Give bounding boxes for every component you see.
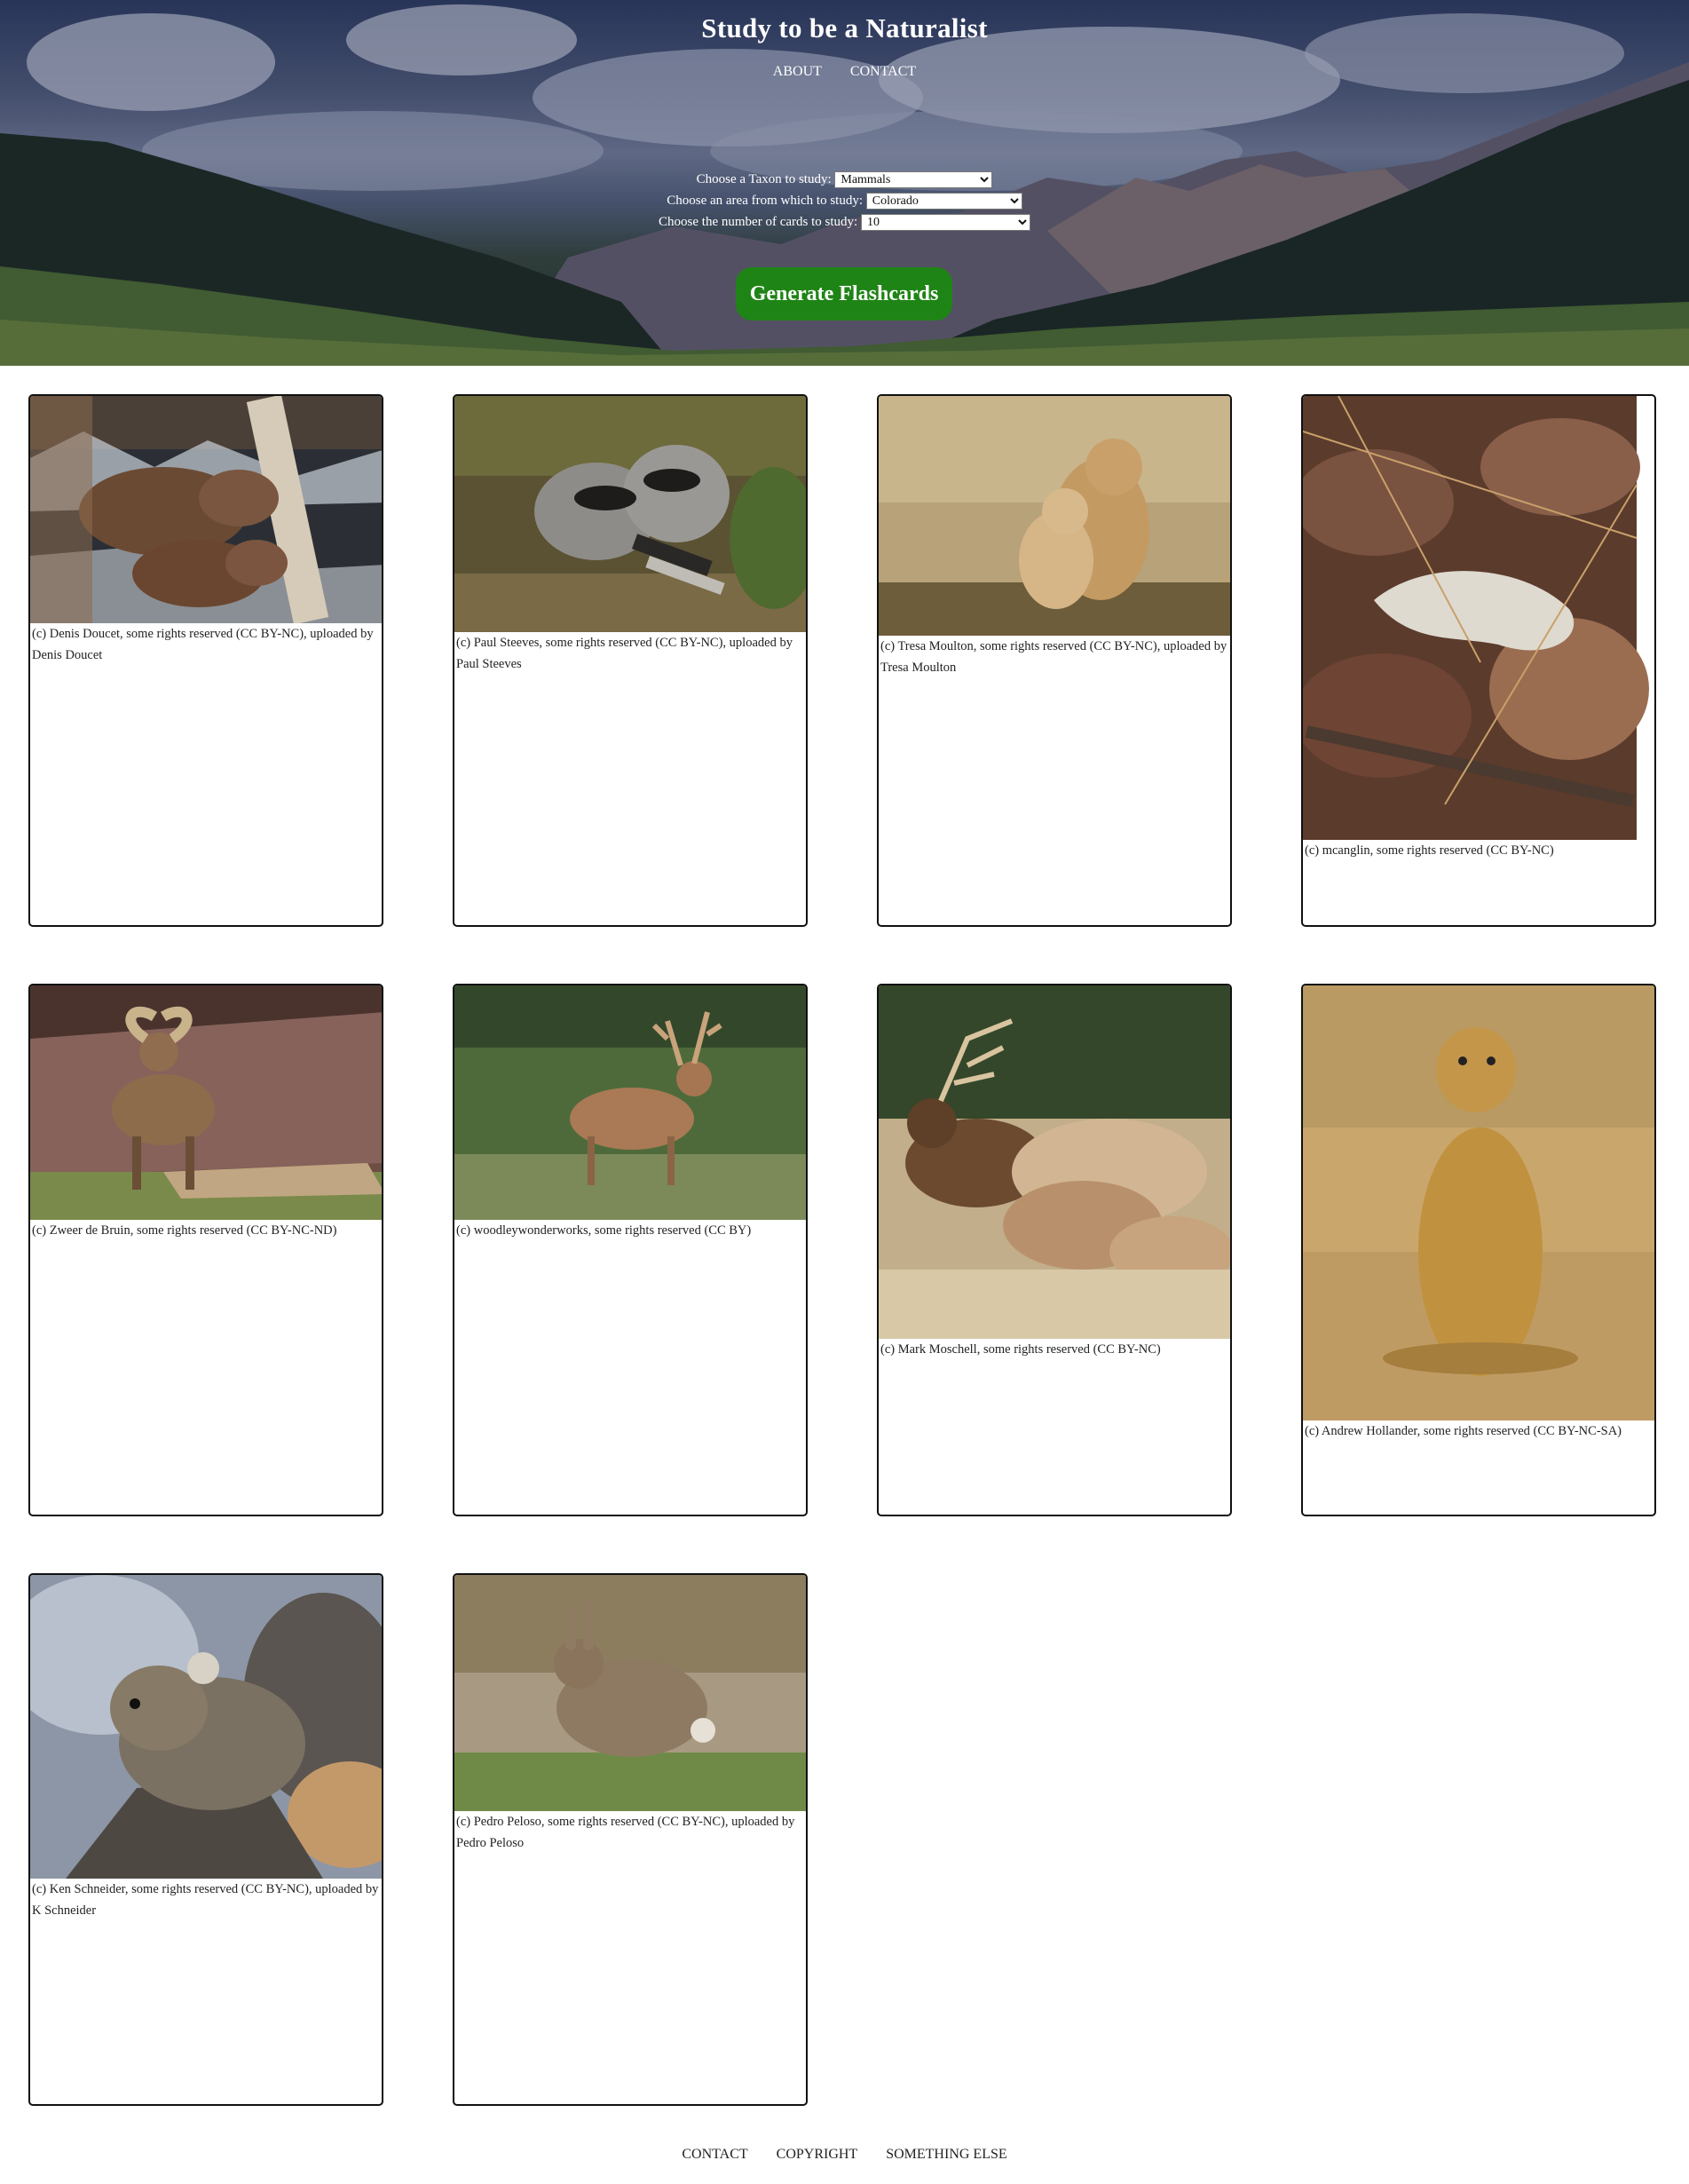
photo-credit: (c) mcanglin, some rights reserved (CC B… bbox=[1305, 843, 1554, 858]
photo-credit: (c) Mark Moschell, some rights reserved … bbox=[880, 1342, 1161, 1357]
nav-about-link[interactable]: ABOUT bbox=[772, 64, 822, 79]
generate-flashcards-button[interactable]: Generate Flashcards bbox=[736, 267, 952, 320]
flashcard[interactable]: (c) Mark Moschell, some rights reserved … bbox=[877, 984, 1232, 1516]
taxon-label: Choose a Taxon to study: bbox=[696, 172, 832, 186]
photo-credit: (c) Zweer de Bruin, some rights reserved… bbox=[32, 1223, 337, 1238]
hero-banner: Study to be a Naturalist ABOUT CONTACT C… bbox=[0, 0, 1689, 366]
flashcard-form: Choose a Taxon to study: Mammals Choose … bbox=[0, 169, 1689, 233]
ground-squirrel-photo bbox=[879, 396, 1230, 636]
bighorn-sheep-photo bbox=[30, 985, 382, 1220]
flashcard[interactable]: (c) Pedro Peloso, some rights reserved (… bbox=[453, 1573, 808, 2106]
photo-credit: (c) Ken Schneider, some rights reserved … bbox=[32, 1882, 379, 1918]
site-title: Study to be a Naturalist bbox=[701, 12, 988, 44]
photo-credit: (c) Andrew Hollander, some rights reserv… bbox=[1305, 1424, 1622, 1438]
raccoon-photo bbox=[454, 396, 806, 632]
photo-credit: (c) Pedro Peloso, some rights reserved (… bbox=[456, 1815, 795, 1850]
mule-deer-photo bbox=[454, 985, 806, 1220]
photo-credit: (c) Denis Doucet, some rights reserved (… bbox=[32, 627, 374, 662]
nav-contact-link[interactable]: CONTACT bbox=[849, 64, 917, 79]
elk-photo bbox=[879, 985, 1230, 1339]
footer-something-else-link[interactable]: SOMETHING ELSE bbox=[886, 2147, 1007, 2162]
top-nav: ABOUT CONTACT bbox=[0, 64, 1689, 80]
footer-nav: CONTACT COPYRIGHT SOMETHING ELSE bbox=[0, 2147, 1689, 2163]
flashcard[interactable]: (c) Denis Doucet, some rights reserved (… bbox=[28, 394, 383, 927]
footer-copyright-link[interactable]: COPYRIGHT bbox=[776, 2147, 858, 2162]
pika-photo bbox=[30, 1575, 382, 1879]
area-select[interactable]: Colorado bbox=[865, 193, 1022, 210]
taxon-select[interactable]: Mammals bbox=[834, 171, 993, 189]
photo-credit: (c) woodleywonderworks, some rights rese… bbox=[456, 1223, 752, 1238]
footer-contact-link[interactable]: CONTACT bbox=[682, 2147, 748, 2162]
beaver-photo bbox=[30, 396, 382, 623]
count-label: Choose the number of cards to study: bbox=[659, 215, 858, 229]
flashcard[interactable]: (c) Andrew Hollander, some rights reserv… bbox=[1301, 984, 1656, 1516]
flashcard[interactable]: (c) Tresa Moulton, some rights reserved … bbox=[877, 394, 1232, 927]
flashcard[interactable]: (c) Ken Schneider, some rights reserved … bbox=[28, 1573, 383, 2106]
prairie-dog-photo bbox=[1303, 985, 1654, 1420]
photo-credit: (c) Paul Steeves, some rights reserved (… bbox=[456, 636, 793, 671]
flashcard[interactable]: (c) woodleywonderworks, some rights rese… bbox=[453, 984, 808, 1516]
flashcard[interactable]: (c) Zweer de Bruin, some rights reserved… bbox=[28, 984, 383, 1516]
photo-credit: (c) Tresa Moulton, some rights reserved … bbox=[880, 639, 1227, 675]
cottontail-rabbit-photo bbox=[454, 1575, 806, 1811]
leaf-litter-photo bbox=[1303, 396, 1649, 840]
flashcard[interactable]: (c) mcanglin, some rights reserved (CC B… bbox=[1301, 394, 1656, 927]
flashcard[interactable]: (c) Paul Steeves, some rights reserved (… bbox=[453, 394, 808, 927]
count-select[interactable]: 10 bbox=[860, 214, 1030, 232]
area-label: Choose an area from which to study: bbox=[667, 194, 864, 208]
